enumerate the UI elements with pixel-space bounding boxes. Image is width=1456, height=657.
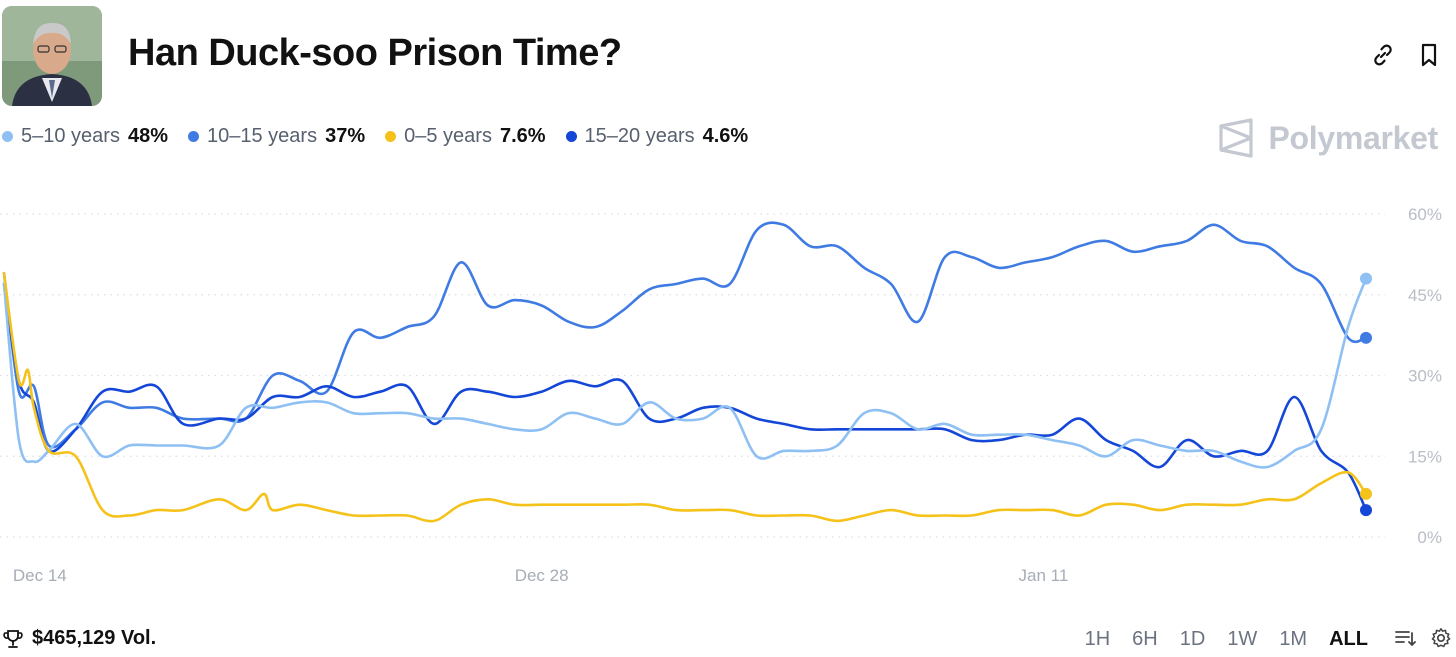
trophy-icon — [3, 629, 23, 648]
range-1h[interactable]: 1H — [1084, 628, 1111, 650]
series-line — [2, 277, 1368, 469]
y-tick-label: 0% — [1417, 528, 1442, 547]
legend-item-15-20[interactable]: 15–20 years 4.6% — [565, 125, 749, 148]
y-tick-label: 45% — [1408, 286, 1442, 305]
legend-dot — [385, 131, 397, 142]
legend-label: 10–15 years — [207, 125, 318, 147]
series-end-dot — [1360, 487, 1372, 500]
volume-text: $465,129 Vol. — [32, 627, 157, 649]
y-tick-label: 30% — [1408, 367, 1442, 386]
legend-label: 15–20 years — [584, 125, 695, 147]
legend-dot — [188, 131, 199, 142]
polymarket-logo-icon — [1219, 118, 1254, 158]
y-axis: 60% 45% 30% 15% 0% — [1408, 205, 1442, 547]
x-axis: Dec 14 Dec 28 Jan 11 — [13, 566, 1068, 585]
series-line — [2, 221, 1368, 449]
volume-stat: $465,129 Vol. — [2, 627, 156, 650]
chart-series — [2, 221, 1372, 523]
y-tick-label: 15% — [1408, 447, 1442, 466]
link-icon[interactable] — [1370, 42, 1396, 68]
legend-item-0-5[interactable]: 0–5 years 7.6% — [385, 125, 546, 148]
person-portrait-icon — [2, 6, 102, 106]
price-history-chart[interactable]: 60% 45% 30% 15% 0% Dec 14 Dec 28 Jan 11 — [0, 190, 1456, 590]
series-line — [2, 271, 1368, 523]
series-end-dot — [1360, 504, 1372, 517]
legend-value: 7.6% — [499, 125, 546, 147]
range-1m[interactable]: 1M — [1279, 628, 1308, 650]
x-tick-label: Jan 11 — [1019, 566, 1069, 585]
series-line — [2, 282, 1368, 512]
range-1d[interactable]: 1D — [1179, 628, 1206, 650]
legend-item-5-10[interactable]: 5–10 years 48% — [2, 125, 168, 148]
watermark-text: Polymarket — [1268, 119, 1438, 156]
time-range-selector: 1H 6H 1D 1W 1M ALL — [1085, 628, 1368, 651]
legend-value: 37% — [325, 125, 366, 147]
range-6h[interactable]: 6H — [1132, 628, 1158, 650]
chart-grid — [0, 213, 1385, 538]
legend-value: 4.6% — [702, 125, 749, 147]
series-end-dot — [1360, 331, 1372, 344]
legend-value: 48% — [127, 125, 168, 147]
y-tick-label: 60% — [1408, 205, 1442, 224]
header-actions — [1370, 42, 1442, 68]
legend-label: 5–10 years — [21, 125, 120, 147]
legend-item-10-15[interactable]: 10–15 years 37% — [188, 125, 365, 148]
sort-lines-icon[interactable] — [1394, 627, 1416, 649]
x-tick-label: Dec 28 — [515, 566, 569, 585]
x-tick-label: Dec 14 — [13, 566, 67, 585]
series-end-dot — [1360, 272, 1372, 285]
polymarket-watermark: Polymarket — [1218, 118, 1438, 158]
legend-dot — [2, 131, 13, 142]
range-1w[interactable]: 1W — [1227, 628, 1258, 650]
chart-controls — [1394, 627, 1452, 649]
gear-icon[interactable] — [1430, 627, 1452, 649]
chart-legend: 5–10 years 48% 10–15 years 37% 0–5 years… — [2, 125, 748, 148]
range-all[interactable]: ALL — [1329, 628, 1368, 650]
legend-label: 0–5 years — [404, 125, 492, 147]
market-avatar — [2, 6, 102, 106]
legend-dot — [565, 131, 577, 142]
market-title: Han Duck-soo Prison Time? — [128, 32, 622, 74]
bookmark-icon[interactable] — [1416, 42, 1442, 68]
